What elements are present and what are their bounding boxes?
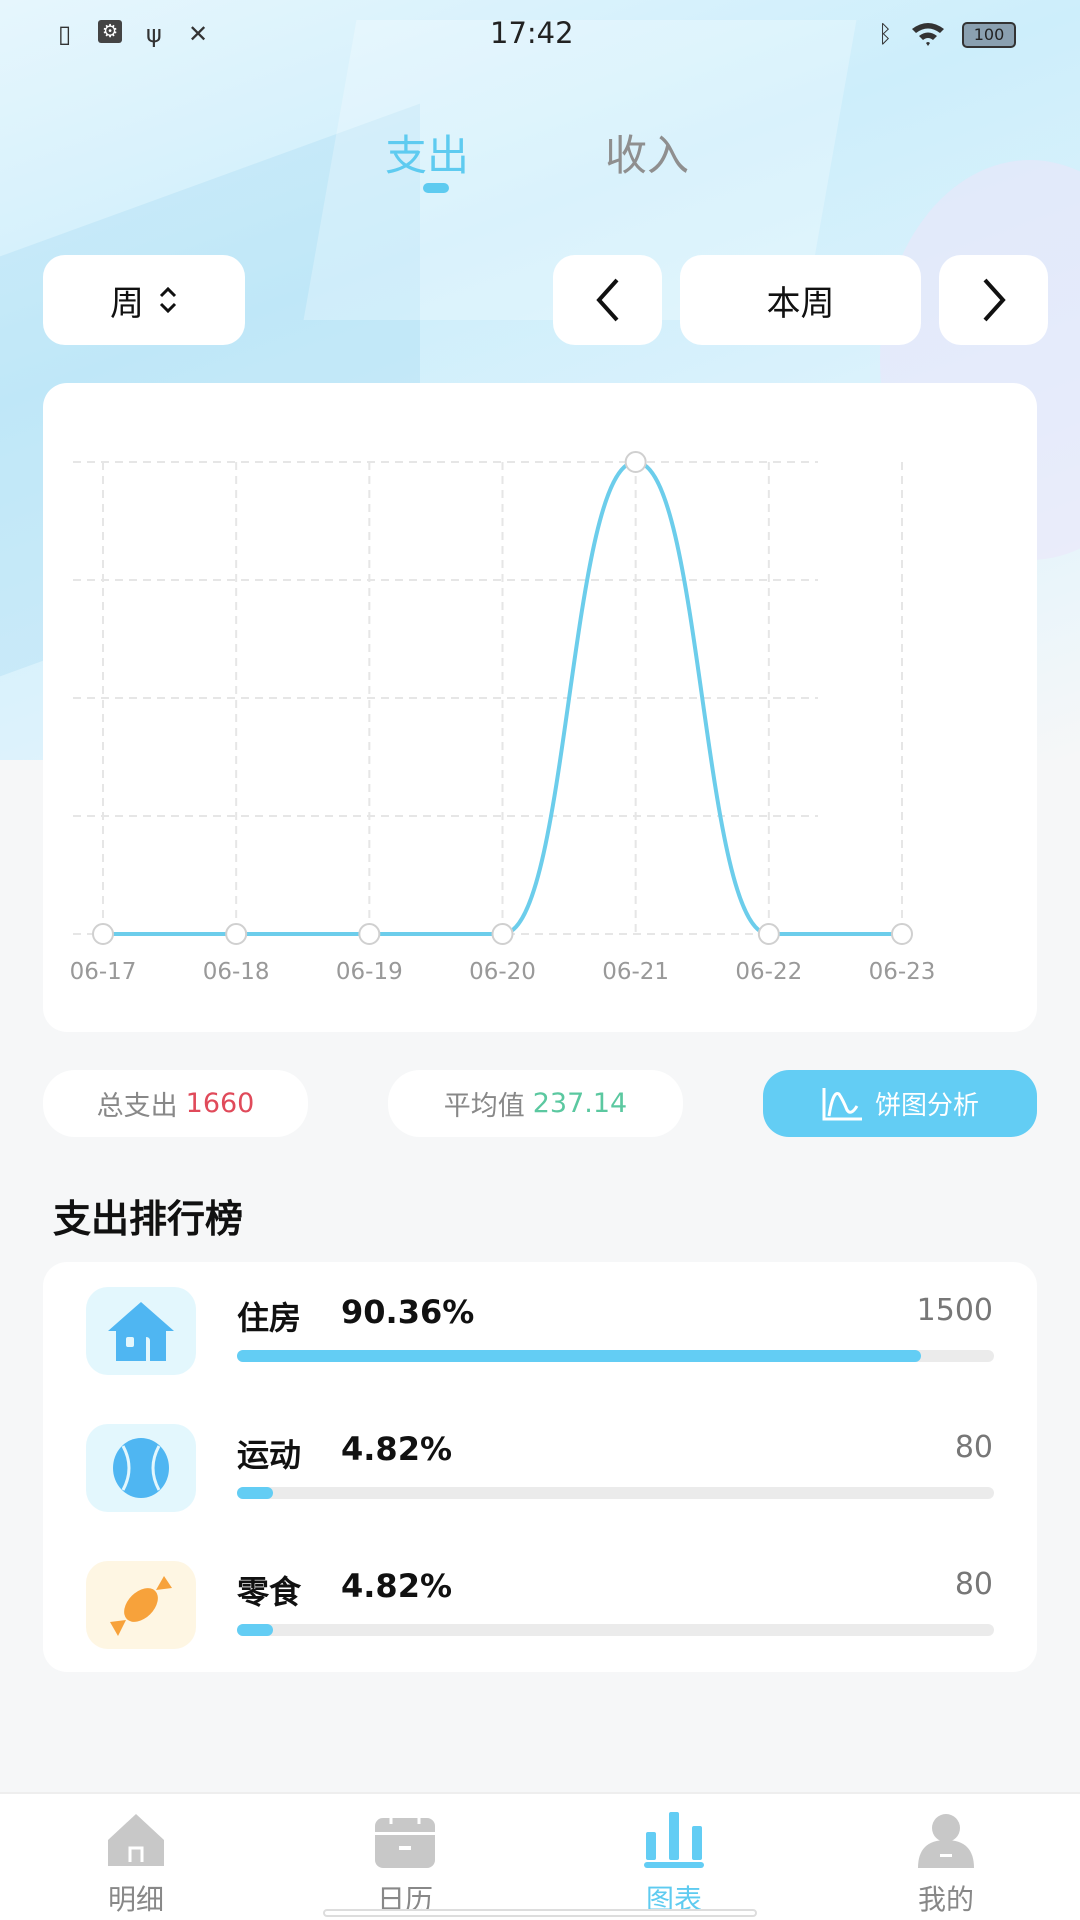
nav-label: 我的 xyxy=(917,1883,974,1916)
x-tick-label: 06-18 xyxy=(203,959,270,985)
average-label: 平均值 xyxy=(443,1091,525,1122)
period-type-select[interactable]: 周 xyxy=(43,255,245,345)
nav-label: 明细 xyxy=(107,1883,164,1916)
wifi-icon xyxy=(912,23,944,46)
data-point xyxy=(225,923,248,945)
category-amount: 1500 xyxy=(916,1293,993,1328)
category-progress-bar xyxy=(237,1487,994,1499)
category-progress-bar xyxy=(237,1624,994,1636)
data-point xyxy=(92,923,114,945)
series-line xyxy=(103,459,902,937)
nav-calendar[interactable]: 日历 xyxy=(345,1812,465,1918)
total-value: 1660 xyxy=(185,1088,255,1119)
data-point xyxy=(757,923,780,945)
sim-missing-icon: ▯ xyxy=(58,20,72,48)
chevron-right-icon xyxy=(983,278,1006,322)
chart-card: 06-17 06-18 06-19 06-20 06-21 06-22 06-23 xyxy=(43,383,1037,1032)
x-tick-label: 06-21 xyxy=(602,959,669,985)
house-icon xyxy=(86,1287,196,1375)
ranking-row[interactable]: 住房 90.36% 1500 xyxy=(43,1287,1037,1397)
tab-income[interactable]: 收入 xyxy=(605,131,690,180)
previous-period-button[interactable] xyxy=(553,255,662,345)
curve-chart-icon xyxy=(822,1087,862,1120)
chevron-left-icon xyxy=(595,278,618,322)
data-point xyxy=(491,923,514,945)
average-number: 237.14 xyxy=(532,1088,628,1119)
calendar-icon xyxy=(375,1814,435,1868)
x-tick-label: 06-17 xyxy=(70,959,137,985)
ranking-title: 支出排行榜 xyxy=(53,1197,244,1241)
tab-expense[interactable]: 支出 xyxy=(385,131,470,180)
category-amount: 80 xyxy=(954,1567,993,1602)
nav-profile[interactable]: 我的 xyxy=(886,1812,1006,1918)
data-point xyxy=(358,923,381,945)
next-period-button[interactable] xyxy=(939,255,1048,345)
nav-charts[interactable]: 图表 xyxy=(614,1812,734,1918)
bar-chart-icon xyxy=(644,1812,704,1868)
ranking-card xyxy=(43,1262,1037,1672)
category-amount: 80 xyxy=(954,1430,993,1465)
pie-analysis-label: 饼图分析 xyxy=(874,1091,979,1121)
bottom-nav: 明细 日历 图表 我的 xyxy=(0,1792,1080,1920)
total-label: 总支出 xyxy=(96,1091,178,1122)
usb-icon: ψ xyxy=(146,20,162,48)
category-percent: 90.36% xyxy=(341,1293,475,1331)
user-icon xyxy=(918,1814,974,1868)
category-percent: 4.82% xyxy=(341,1567,453,1605)
category-percent: 4.82% xyxy=(341,1430,453,1468)
ranking-row[interactable]: 运动 4.82% 80 xyxy=(43,1424,1037,1534)
x-tick-label: 06-23 xyxy=(869,959,936,985)
total-expense: 总支出 1660 xyxy=(43,1070,308,1137)
category-name: 住房 xyxy=(237,1299,302,1337)
bluetooth-icon: ᛒ xyxy=(878,20,893,48)
line-chart: 06-17 06-18 06-19 06-20 06-21 06-22 06-23 xyxy=(70,451,936,985)
usb-debug-icon: ⚙ xyxy=(98,20,123,43)
candy-icon xyxy=(86,1561,196,1649)
current-period[interactable]: 本周 xyxy=(680,255,921,345)
period-type-label: 周 xyxy=(110,283,144,324)
data-point xyxy=(891,923,913,945)
active-tab-indicator xyxy=(423,183,449,193)
status-time: 17:42 xyxy=(490,16,574,50)
data-point xyxy=(624,451,647,473)
category-name: 零食 xyxy=(237,1573,302,1611)
ranking-row[interactable]: 零食 4.82% 80 xyxy=(43,1561,1037,1671)
category-progress-bar xyxy=(237,1350,994,1362)
ball-icon xyxy=(86,1424,196,1512)
nav-details[interactable]: 明细 xyxy=(76,1812,196,1918)
x-tick-label: 06-22 xyxy=(735,959,802,985)
category-name: 运动 xyxy=(237,1436,302,1474)
home-indicator[interactable] xyxy=(323,1909,757,1917)
status-bar: ▯ ⚙ ψ ✕ 17:42 ᛒ 100 xyxy=(0,0,1080,70)
battery-icon: 100 xyxy=(962,22,1016,48)
x-tick-label: 06-19 xyxy=(336,959,403,985)
pie-analysis-button[interactable]: 饼图分析 xyxy=(763,1070,1037,1137)
up-down-chevron-icon xyxy=(159,286,177,314)
home-icon xyxy=(108,1814,164,1866)
tools-icon: ✕ xyxy=(188,20,209,48)
x-tick-label: 06-20 xyxy=(469,959,536,985)
average-value: 平均值 237.14 xyxy=(388,1070,683,1137)
